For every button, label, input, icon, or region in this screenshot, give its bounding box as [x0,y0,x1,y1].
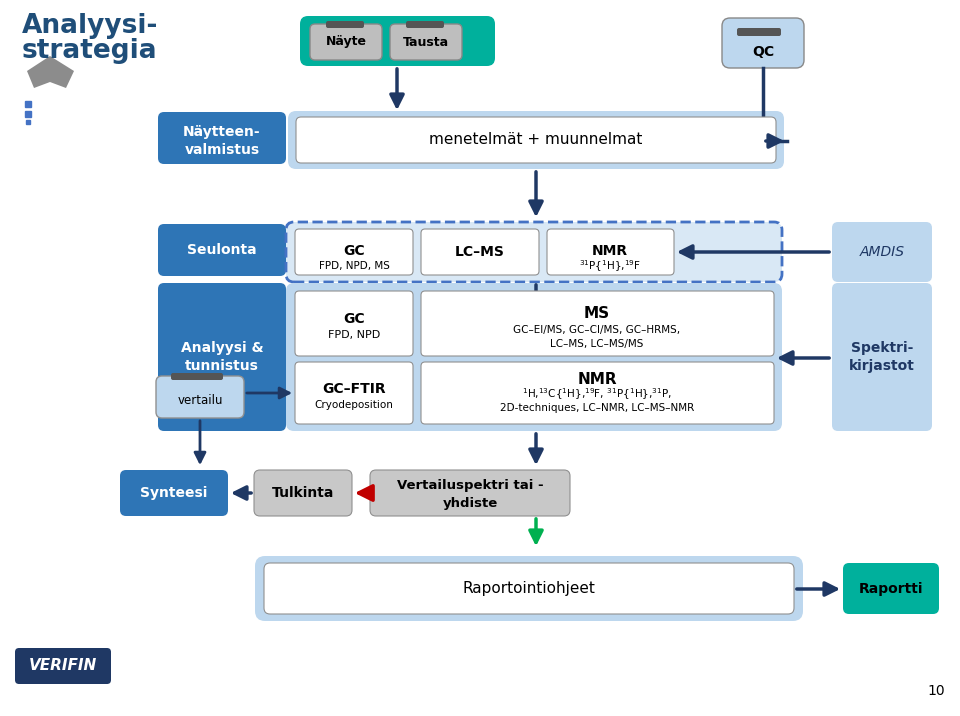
Text: Tulkinta: Tulkinta [272,486,334,500]
Text: NMR: NMR [592,244,628,258]
FancyBboxPatch shape [255,556,803,621]
Text: Synteesi: Synteesi [140,486,207,500]
Text: LC–MS: LC–MS [455,245,505,259]
Text: GC: GC [343,312,365,326]
Text: Näyte: Näyte [325,36,367,49]
FancyBboxPatch shape [370,470,570,516]
FancyBboxPatch shape [300,16,495,66]
Text: Spektri-: Spektri- [851,341,913,355]
FancyBboxPatch shape [254,470,352,516]
Text: valmistus: valmistus [184,143,259,157]
FancyBboxPatch shape [158,283,286,431]
Text: VERIFIN: VERIFIN [29,659,97,674]
FancyBboxPatch shape [547,229,674,275]
FancyBboxPatch shape [326,21,364,28]
Text: Seulonta: Seulonta [187,243,257,257]
Text: FPD, NPD: FPD, NPD [328,330,380,340]
FancyBboxPatch shape [15,648,111,684]
FancyBboxPatch shape [390,24,462,60]
Text: NMR: NMR [577,372,617,387]
FancyBboxPatch shape [722,18,804,68]
Text: Analyysi &: Analyysi & [180,341,263,355]
FancyBboxPatch shape [421,229,539,275]
FancyBboxPatch shape [286,283,782,431]
Text: menetelmät + muunnelmat: menetelmät + muunnelmat [429,132,642,147]
Text: $^{31}$P{$^{1}$H},$^{19}$F: $^{31}$P{$^{1}$H},$^{19}$F [579,258,641,274]
FancyBboxPatch shape [286,222,782,282]
Text: AMDIS: AMDIS [859,245,904,259]
FancyBboxPatch shape [295,291,413,356]
FancyBboxPatch shape [296,117,776,163]
FancyBboxPatch shape [295,362,413,424]
FancyBboxPatch shape [171,373,223,380]
FancyBboxPatch shape [421,291,774,356]
Text: Analyysi-: Analyysi- [22,13,158,39]
FancyBboxPatch shape [264,563,794,614]
FancyBboxPatch shape [406,21,444,28]
Text: 10: 10 [927,684,945,698]
Text: MS: MS [584,306,610,321]
Text: vertailu: vertailu [178,394,223,407]
Text: LC–MS, LC–MS/MS: LC–MS, LC–MS/MS [550,339,644,349]
Text: GC–EI/MS, GC–CI/MS, GC–HRMS,: GC–EI/MS, GC–CI/MS, GC–HRMS, [514,325,681,335]
FancyBboxPatch shape [421,362,774,424]
Text: GC: GC [343,244,365,258]
FancyBboxPatch shape [295,229,413,275]
Text: strategia: strategia [22,38,157,64]
FancyBboxPatch shape [158,224,286,276]
FancyBboxPatch shape [832,222,932,282]
FancyBboxPatch shape [832,283,932,431]
FancyBboxPatch shape [288,111,784,169]
FancyBboxPatch shape [156,376,244,418]
Text: Cryodeposition: Cryodeposition [315,400,394,410]
Polygon shape [27,56,74,88]
Text: Raportointiohjeet: Raportointiohjeet [463,581,595,596]
Text: kirjastot: kirjastot [849,359,915,373]
Text: Vertailuspektri tai -: Vertailuspektri tai - [396,480,543,493]
Text: Raportti: Raportti [859,582,924,596]
Text: 2D-techniques, LC–NMR, LC–MS–NMR: 2D-techniques, LC–NMR, LC–MS–NMR [500,403,694,413]
Text: GC–FTIR: GC–FTIR [323,382,386,396]
Text: Näytteen-: Näytteen- [183,125,261,139]
Text: QC: QC [752,45,774,59]
Text: FPD, NPD, MS: FPD, NPD, MS [319,261,390,271]
FancyBboxPatch shape [158,112,286,164]
Text: $^{1}$H,$^{13}$C{$^{1}$H},$^{19}$F, $^{31}$P{$^{1}$H},$^{31}$P,: $^{1}$H,$^{13}$C{$^{1}$H},$^{19}$F, $^{3… [522,386,672,402]
Text: Tausta: Tausta [403,36,449,49]
FancyBboxPatch shape [843,563,939,614]
FancyBboxPatch shape [737,28,781,36]
FancyBboxPatch shape [120,470,228,516]
Text: yhdiste: yhdiste [443,496,497,510]
Text: tunnistus: tunnistus [185,359,259,373]
FancyBboxPatch shape [310,24,382,60]
